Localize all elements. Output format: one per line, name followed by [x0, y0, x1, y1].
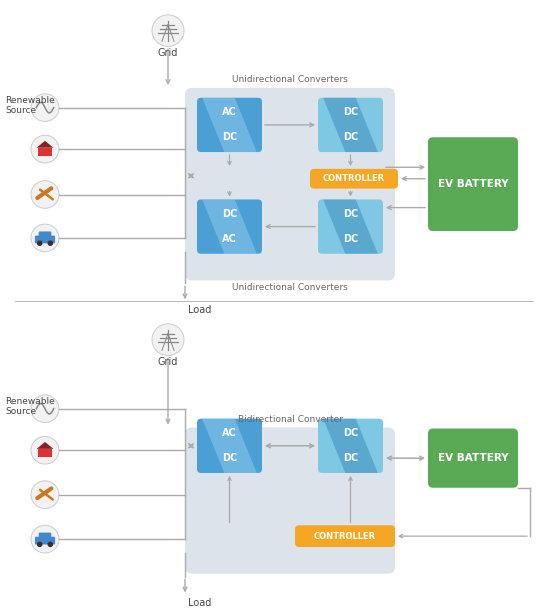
Text: AC: AC — [222, 107, 237, 118]
FancyBboxPatch shape — [39, 231, 52, 238]
Text: DC: DC — [343, 107, 358, 118]
Circle shape — [31, 481, 59, 509]
Text: DC: DC — [343, 453, 358, 463]
Bar — [38, 449, 52, 457]
Text: DC: DC — [222, 132, 237, 143]
Text: Grid: Grid — [158, 48, 178, 58]
Text: DC: DC — [343, 132, 358, 143]
Text: Unidirectional Converters: Unidirectional Converters — [232, 283, 348, 292]
FancyBboxPatch shape — [310, 169, 398, 189]
FancyBboxPatch shape — [318, 418, 383, 473]
Circle shape — [31, 395, 59, 423]
Text: Load: Load — [188, 305, 212, 315]
Text: EV BATTERY: EV BATTERY — [438, 453, 509, 463]
Polygon shape — [202, 200, 257, 254]
FancyBboxPatch shape — [185, 428, 395, 574]
Polygon shape — [37, 141, 53, 148]
Text: CONTROLLER: CONTROLLER — [314, 532, 376, 541]
Circle shape — [152, 324, 184, 356]
Circle shape — [152, 15, 184, 46]
FancyBboxPatch shape — [295, 526, 395, 547]
Text: CONTROLLER: CONTROLLER — [323, 174, 385, 183]
Text: EV BATTERY: EV BATTERY — [438, 179, 509, 189]
Bar — [38, 148, 52, 157]
Text: DC: DC — [222, 209, 237, 219]
Circle shape — [31, 526, 59, 553]
Text: Bidirectional Converter: Bidirectional Converter — [237, 415, 342, 424]
Text: DC: DC — [343, 234, 358, 244]
Text: Grid: Grid — [158, 357, 178, 367]
Circle shape — [31, 94, 59, 121]
FancyBboxPatch shape — [35, 236, 55, 244]
Text: Renewable
Source: Renewable Source — [5, 397, 55, 417]
Polygon shape — [323, 418, 378, 473]
FancyBboxPatch shape — [197, 98, 262, 152]
FancyBboxPatch shape — [39, 533, 52, 539]
Circle shape — [31, 437, 59, 464]
Text: AC: AC — [222, 234, 237, 244]
FancyBboxPatch shape — [197, 200, 262, 254]
FancyBboxPatch shape — [428, 137, 518, 231]
Polygon shape — [323, 98, 378, 152]
Polygon shape — [202, 418, 257, 473]
Polygon shape — [202, 98, 257, 152]
Circle shape — [48, 241, 53, 245]
Circle shape — [31, 135, 59, 163]
Text: Load: Load — [188, 599, 212, 608]
Text: DC: DC — [343, 428, 358, 438]
FancyBboxPatch shape — [35, 537, 55, 544]
FancyBboxPatch shape — [318, 98, 383, 152]
Circle shape — [31, 224, 59, 252]
FancyBboxPatch shape — [428, 429, 518, 488]
Text: DC: DC — [343, 209, 358, 219]
Polygon shape — [37, 442, 53, 449]
Text: DC: DC — [222, 453, 237, 463]
FancyBboxPatch shape — [318, 200, 383, 254]
FancyBboxPatch shape — [185, 88, 395, 280]
Text: Renewable
Source: Renewable Source — [5, 96, 55, 115]
Text: Unidirectional Converters: Unidirectional Converters — [232, 75, 348, 84]
Circle shape — [38, 542, 42, 546]
FancyBboxPatch shape — [197, 418, 262, 473]
Circle shape — [48, 542, 53, 546]
Polygon shape — [323, 200, 378, 254]
Circle shape — [38, 241, 42, 245]
Text: AC: AC — [222, 428, 237, 438]
Circle shape — [31, 181, 59, 208]
